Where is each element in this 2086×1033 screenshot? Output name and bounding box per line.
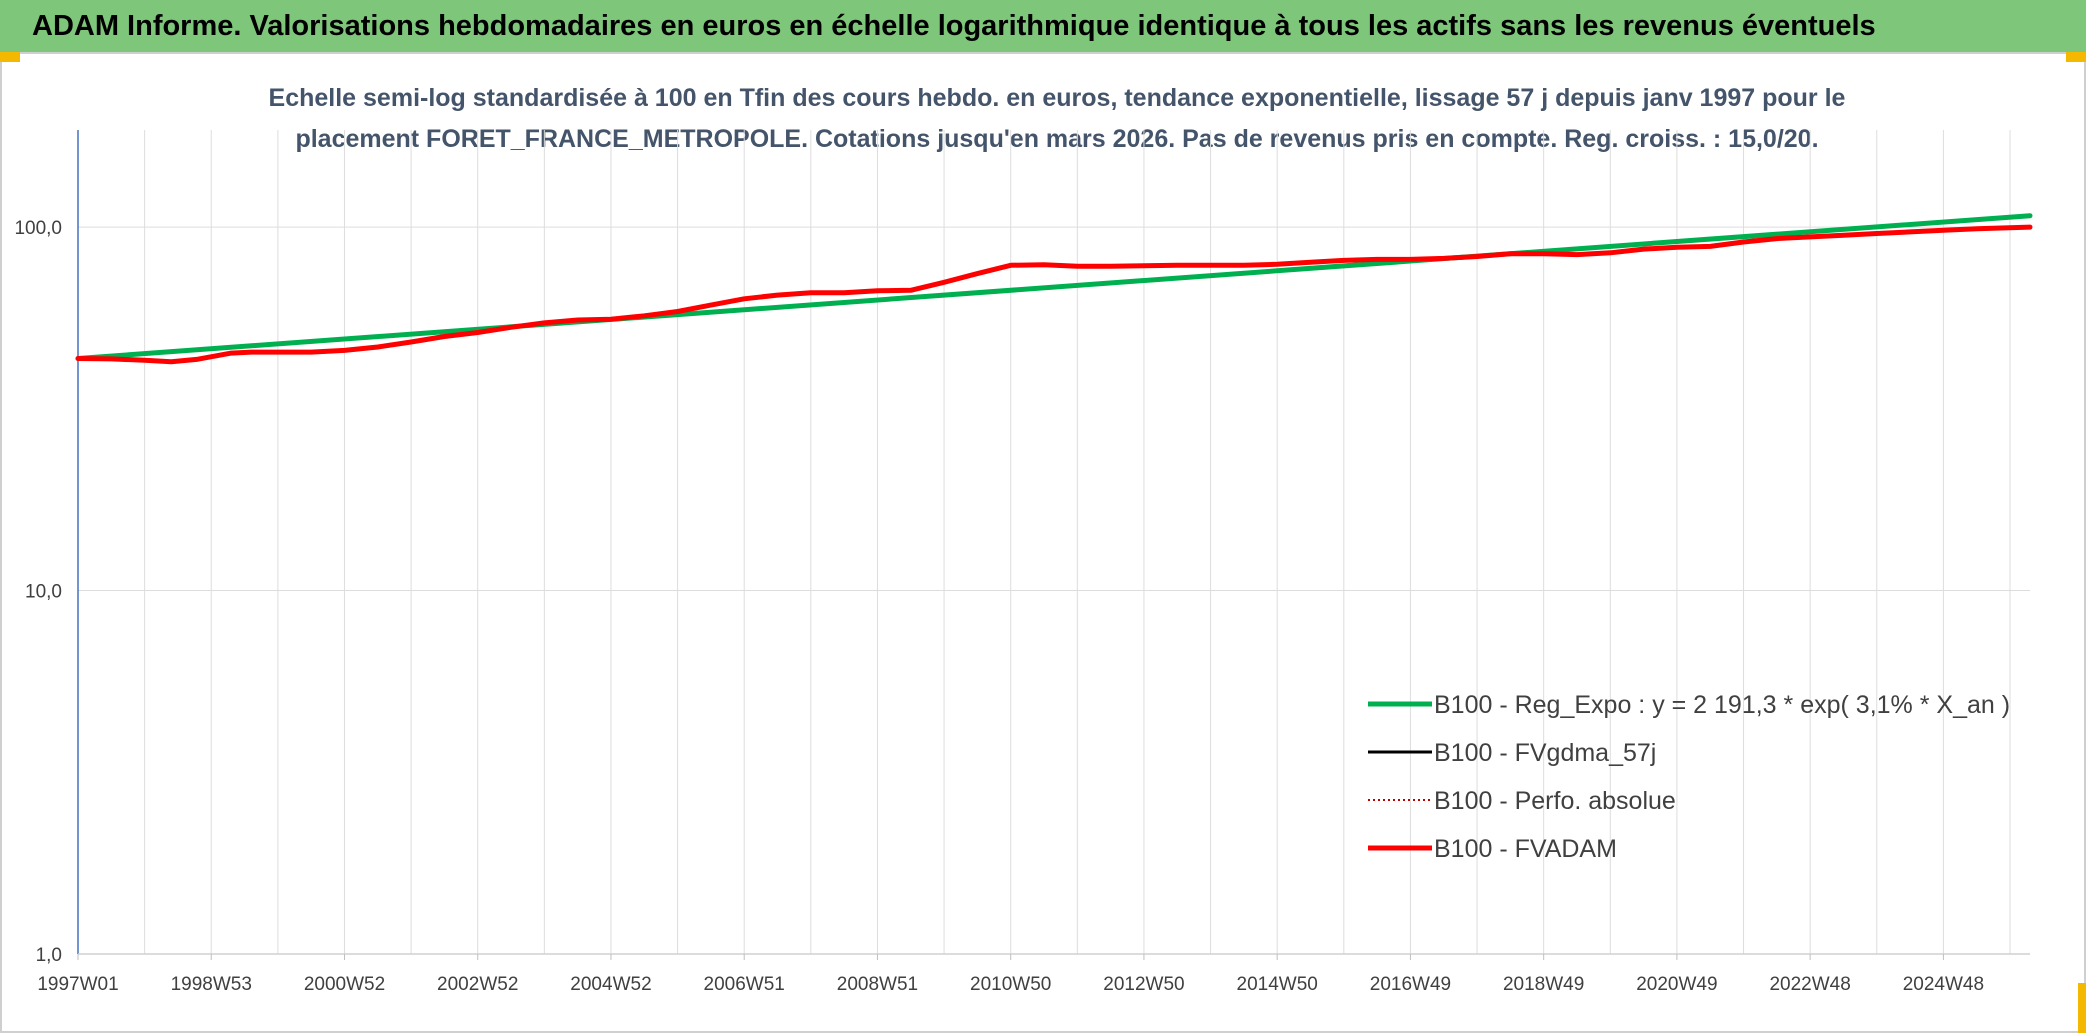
chart-grid [78,130,2030,955]
chart-axes [77,130,2030,955]
x-tick-label: 2010W50 [970,974,1051,995]
legend-label-2: B100 - Perfo. absolue [1434,787,1676,815]
corner-accent-bottom-right [2078,983,2086,1033]
legend-label-1: B100 - FVgdma_57j [1434,739,1656,767]
y-tick-label: 100,0 [14,218,62,239]
x-tick-label: 2014W50 [1237,974,1318,995]
x-tick-label: 2022W48 [1769,974,1850,995]
x-tick-label: 2016W49 [1370,974,1451,995]
y-axis-ticks: 1,0 10,0 100,0 [14,218,62,966]
chart-svg: Echelle semi-log standardisée à 100 en T… [14,84,2033,995]
x-tick-label: 2004W52 [570,974,651,995]
series-line-0 [75,213,2033,361]
x-axis-ticks: 1997W01 1998W53 2000W52 2002W52 2004W52 2006W… [37,954,1984,995]
y-tick-label: 1,0 [36,945,62,966]
chart-title-line-2: placement FORET_FRANCE_METROPOLE. Cotati… [295,125,1818,153]
chart-title-line-1: Echelle semi-log standardisée à 100 en T… [269,84,1846,112]
x-tick-label: 2012W50 [1103,974,1184,995]
banner-title: ADAM Informe. Valorisations hebdomadaire… [32,10,1876,42]
x-tick-label: 1997W01 [37,974,118,995]
corner-accent-top-left [0,52,20,62]
corner-accent-top-right [2066,52,2086,62]
report-banner: ADAM Informe. Valorisations hebdomadaire… [0,0,2086,52]
chart-legend: B100 - Reg_Expo : y = 2 191,3 * exp( 3,1… [1368,691,2010,863]
x-tick-label: 2006W51 [704,974,785,995]
legend-label-3: B100 - FVADAM [1434,835,1617,863]
x-tick-label: 2018W49 [1503,974,1584,995]
x-tick-label: 2002W52 [437,974,518,995]
chart-series [75,213,2033,365]
x-tick-label: 2020W49 [1636,974,1717,995]
x-tick-label: 2000W52 [304,974,385,995]
legend-label-0: B100 - Reg_Expo : y = 2 191,3 * exp( 3,1… [1434,691,2010,719]
chart-frame: Echelle semi-log standardisée à 100 en T… [0,52,2086,1033]
x-tick-label: 1998W53 [171,974,252,995]
x-tick-label: 2008W51 [837,974,918,995]
y-tick-label: 10,0 [25,582,62,603]
series-line-3 [75,224,2033,365]
x-tick-label: 2024W48 [1903,974,1984,995]
